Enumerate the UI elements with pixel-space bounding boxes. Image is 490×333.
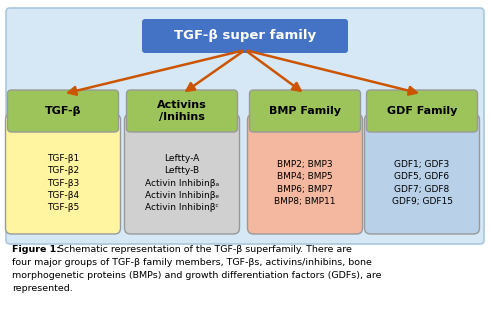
Text: TGF-β super family: TGF-β super family <box>174 30 316 43</box>
FancyBboxPatch shape <box>365 114 480 234</box>
Text: morphogenetic proteins (BMPs) and growth differentiation factors (GDFs), are: morphogenetic proteins (BMPs) and growth… <box>12 271 382 280</box>
Text: TGF-β1
TGF-β2
TGF-β3
TGF-β4
TGF-β5: TGF-β1 TGF-β2 TGF-β3 TGF-β4 TGF-β5 <box>47 154 79 212</box>
FancyBboxPatch shape <box>142 19 348 53</box>
Text: represented.: represented. <box>12 284 73 293</box>
Text: Activins
/Inihins: Activins /Inihins <box>157 100 207 122</box>
FancyBboxPatch shape <box>5 114 121 234</box>
Text: four major groups of TGF-β family members, TGF-βs, activins/inhibins, bone: four major groups of TGF-β family member… <box>12 258 372 267</box>
FancyBboxPatch shape <box>367 90 477 132</box>
Text: Leftty-A
Leftty-B
Activin Inhibinβₐ
Activin Inhibinβₑ
Activin Inhibinβᶜ: Leftty-A Leftty-B Activin Inhibinβₐ Acti… <box>145 154 219 212</box>
Text: BMP2; BMP3
BMP4; BMP5
BMP6; BMP7
BMP8; BMP11: BMP2; BMP3 BMP4; BMP5 BMP6; BMP7 BMP8; B… <box>274 160 336 206</box>
FancyBboxPatch shape <box>126 90 238 132</box>
FancyBboxPatch shape <box>6 8 484 244</box>
FancyBboxPatch shape <box>124 114 240 234</box>
Text: TGF-β: TGF-β <box>45 106 81 116</box>
Text: GDF1; GDF3
GDF5, GDF6
GDF7; GDF8
GDF9; GDF15: GDF1; GDF3 GDF5, GDF6 GDF7; GDF8 GDF9; G… <box>392 160 452 206</box>
Text: Schematic representation of the TGF-β superfamily. There are: Schematic representation of the TGF-β su… <box>55 245 352 254</box>
Text: Figure 1:: Figure 1: <box>12 245 60 254</box>
FancyBboxPatch shape <box>247 114 363 234</box>
Text: BMP Family: BMP Family <box>269 106 341 116</box>
Text: GDF Family: GDF Family <box>387 106 457 116</box>
FancyBboxPatch shape <box>249 90 361 132</box>
FancyBboxPatch shape <box>7 90 119 132</box>
